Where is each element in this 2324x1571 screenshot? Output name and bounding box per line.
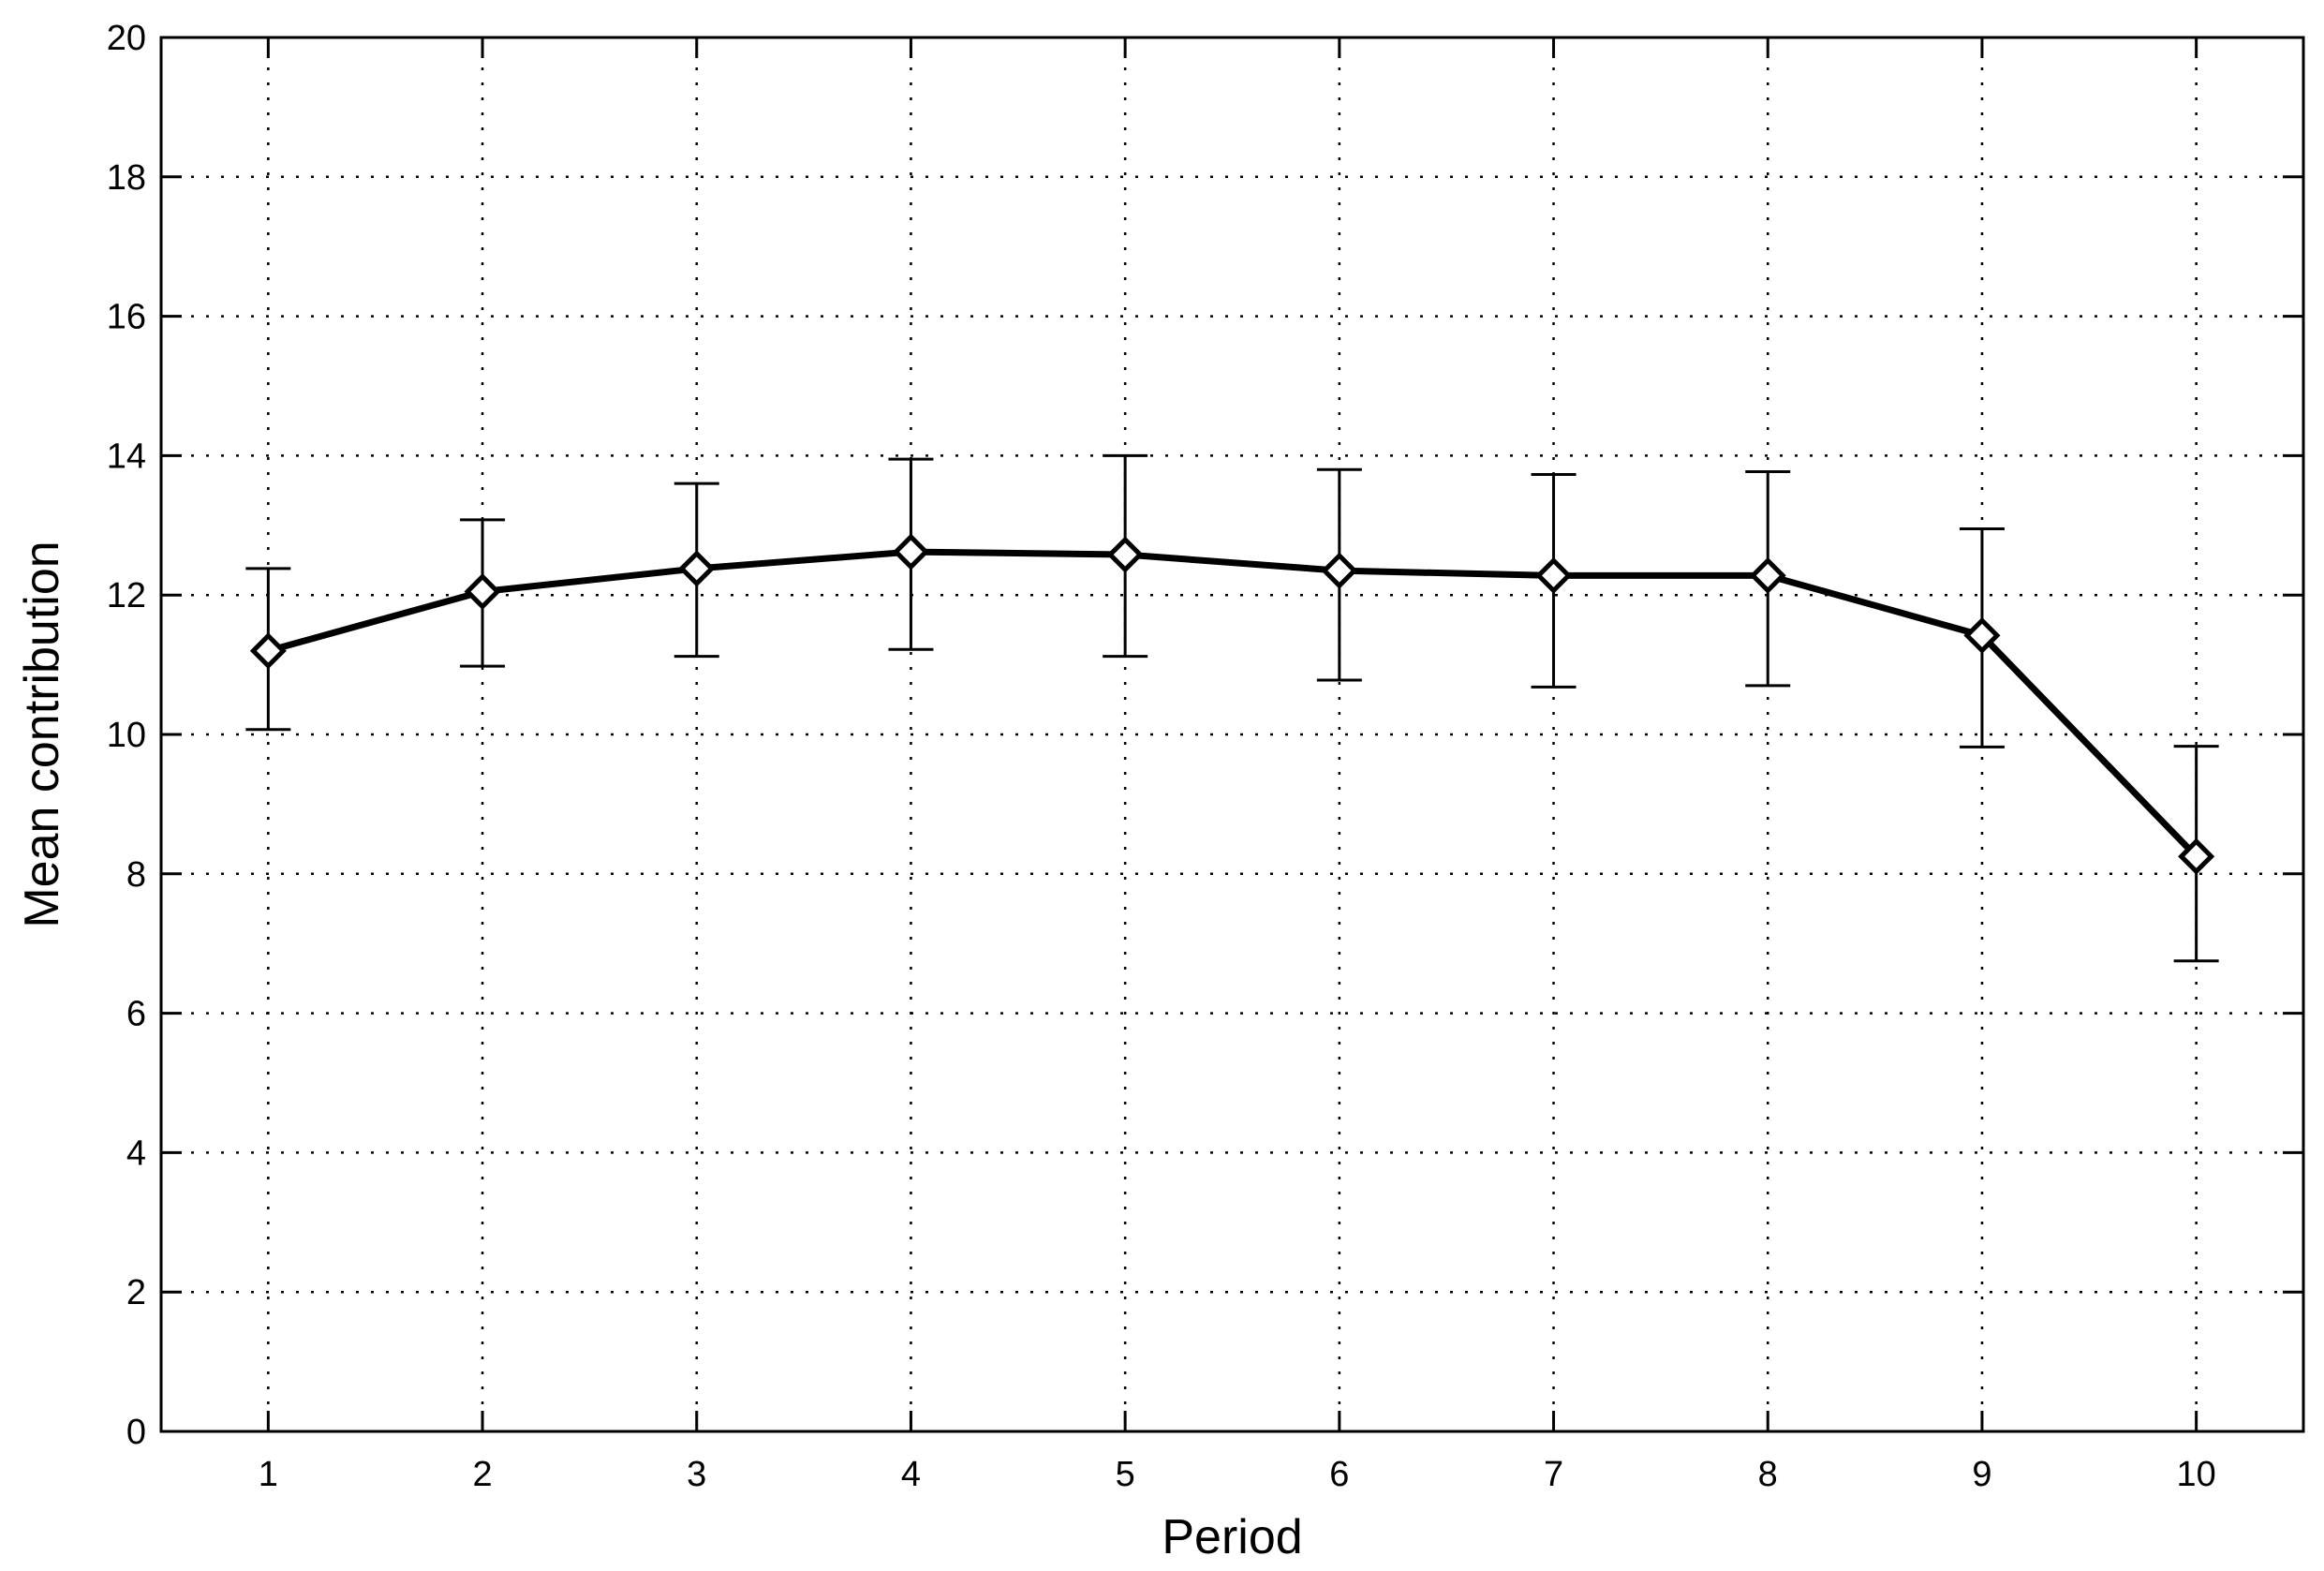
diamond-marker — [1963, 616, 2001, 654]
x-tick-label: 6 — [1329, 1455, 1349, 1494]
x-tick-label: 1 — [259, 1455, 278, 1494]
series-line — [267, 548, 2199, 859]
y-tick-label: 18 — [107, 158, 146, 198]
y-tick-label: 16 — [107, 298, 146, 337]
x-tick-label: 4 — [901, 1455, 921, 1494]
x-tick-label: 2 — [472, 1455, 492, 1494]
y-tick-label: 14 — [107, 437, 146, 476]
y-tick-label: 6 — [126, 995, 146, 1034]
diamond-marker — [1535, 556, 1573, 594]
x-tick-label: 8 — [1758, 1455, 1778, 1494]
x-tick-label: 5 — [1116, 1455, 1135, 1494]
diamond-marker — [892, 533, 929, 571]
diamond-marker — [1106, 536, 1144, 573]
diamond-marker — [249, 632, 287, 670]
x-tick-label: 10 — [2177, 1455, 2216, 1494]
grid-lines — [161, 37, 2303, 1431]
axis-ticks — [161, 36, 2303, 1433]
diamond-marker — [2178, 837, 2215, 875]
y-axis-title: Mean contribution — [15, 541, 69, 927]
y-tick-label: 12 — [107, 576, 146, 615]
diamond-marker — [1749, 556, 1786, 594]
y-tick-label: 2 — [126, 1273, 146, 1312]
y-tick-label: 8 — [126, 855, 146, 895]
diamond-marker — [1321, 552, 1358, 589]
x-tick-label: 7 — [1544, 1455, 1563, 1494]
y-tick-label: 0 — [126, 1413, 146, 1452]
diamond-marker — [678, 550, 716, 587]
x-axis-title: Period — [1162, 1510, 1302, 1564]
diamond-marker — [464, 572, 501, 611]
x-tick-label: 3 — [687, 1455, 706, 1494]
y-tick-label: 20 — [107, 19, 146, 58]
y-tick-label: 4 — [126, 1134, 146, 1173]
data-markers — [249, 533, 2215, 875]
x-tick-label: 9 — [1972, 1455, 1991, 1494]
y-tick-label: 10 — [107, 716, 146, 755]
